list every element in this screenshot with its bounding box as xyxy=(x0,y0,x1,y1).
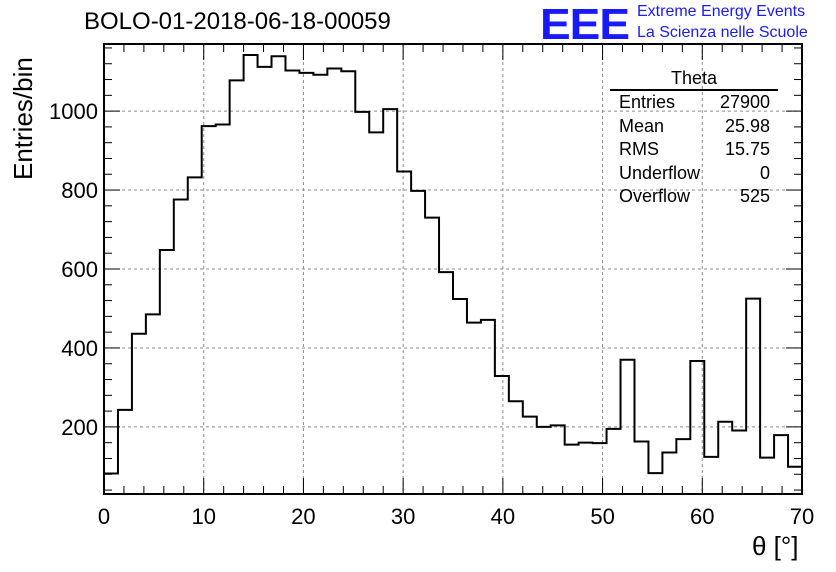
stats-value: 0 xyxy=(759,162,770,183)
y-tick-label: 1000 xyxy=(49,99,98,124)
x-tick-label: 60 xyxy=(690,504,714,529)
tick-labels: 0 10 20 30 40 50 60 70 200 400 600 800 1000 xyxy=(49,99,814,529)
stats-value: 25.98 xyxy=(724,115,770,136)
eee-logo: EEE xyxy=(540,0,630,49)
x-tick-label: 70 xyxy=(790,504,814,529)
stats-row-underflow: Underflow 0 xyxy=(610,162,778,186)
y-tick-label: 400 xyxy=(61,336,98,361)
grid-lines xyxy=(104,44,802,494)
x-tick-label: 30 xyxy=(391,504,415,529)
stats-value: 27900 xyxy=(719,92,770,112)
histogram-series-theta xyxy=(104,54,802,475)
x-tick-label: 40 xyxy=(491,504,515,529)
y-axis-label: Entries/bin xyxy=(8,57,38,180)
x-tick-label: 10 xyxy=(191,504,215,529)
x-tick-label: 0 xyxy=(98,504,110,529)
stats-row-rms: RMS 15.75 xyxy=(610,138,778,162)
y-tick-label: 200 xyxy=(61,415,98,440)
stats-label: Underflow xyxy=(619,162,701,183)
x-axis-label: θ [°] xyxy=(752,531,799,561)
x-tick-label: 50 xyxy=(590,504,614,529)
stats-row-overflow: Overflow 525 xyxy=(610,185,778,209)
chart-title: BOLO-01-2018-06-18-00059 xyxy=(84,8,391,35)
stats-box: Theta Entries 27900 Mean 25.98 RMS 15.75… xyxy=(610,68,778,209)
stats-label: Entries xyxy=(619,92,676,112)
logo-line-2: La Scienza nelle Scuole xyxy=(637,24,808,41)
y-tick-label: 800 xyxy=(61,178,98,203)
plot-frame xyxy=(103,43,803,495)
stats-title: Theta xyxy=(610,68,778,91)
stats-label: Mean xyxy=(619,115,665,136)
stats-label: RMS xyxy=(619,139,659,159)
y-tick-label: 600 xyxy=(61,257,98,282)
logo-line-1: Extreme Energy Events xyxy=(637,3,806,20)
x-tick-label: 20 xyxy=(291,504,315,529)
stats-label: Overflow xyxy=(619,186,691,206)
stats-value: 15.75 xyxy=(724,139,770,159)
stats-row-entries: Entries 27900 xyxy=(610,91,778,115)
stats-row-mean: Mean 25.98 xyxy=(610,115,778,139)
stats-value: 525 xyxy=(739,186,770,206)
